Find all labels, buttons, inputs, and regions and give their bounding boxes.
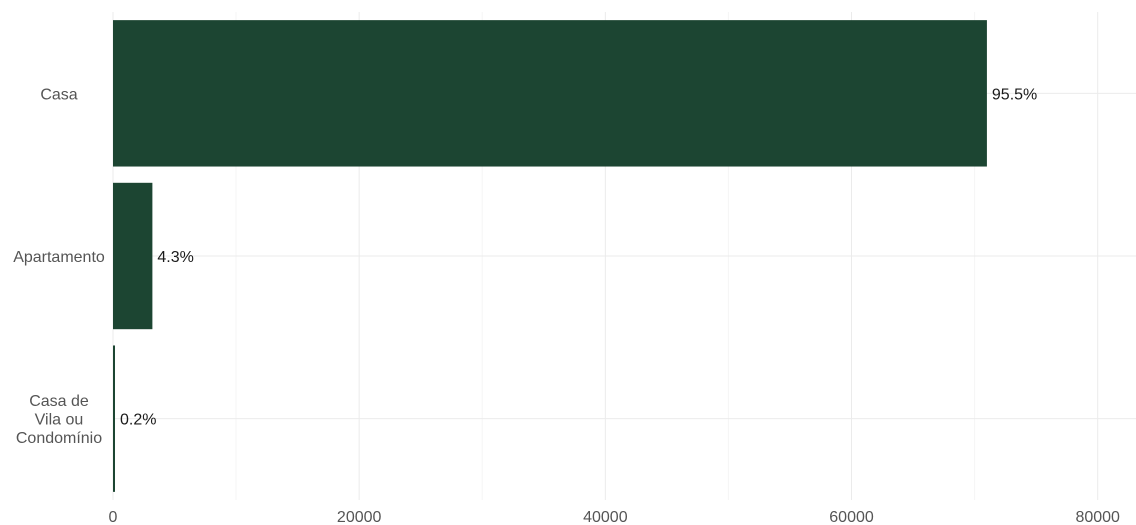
bar	[113, 182, 153, 330]
data-label: 4.3%	[157, 249, 193, 266]
x-axis-tick-labels: 0 20000 40000 60000 80000	[109, 509, 1120, 525]
x-tick-label: 60000	[829, 509, 874, 525]
x-tick-label: 40000	[583, 509, 628, 525]
data-label: 0.2%	[120, 412, 156, 429]
x-tick-label: 20000	[337, 509, 382, 525]
data-labels: 95.5% 4.3% 0.2%	[120, 86, 1037, 428]
category-label: Casa	[40, 86, 77, 103]
category-labels: Casa Apartamento Casa de Vila ou Condomínio	[13, 86, 105, 447]
bars	[113, 20, 987, 492]
bar	[113, 345, 115, 492]
x-tick-label: 80000	[1075, 509, 1120, 525]
x-tick-label: 0	[109, 509, 118, 525]
bar	[113, 20, 987, 167]
category-label: Apartamento	[13, 249, 105, 266]
category-label: Casa de Vila ou Condomínio	[16, 393, 102, 447]
data-label: 95.5%	[992, 86, 1037, 103]
